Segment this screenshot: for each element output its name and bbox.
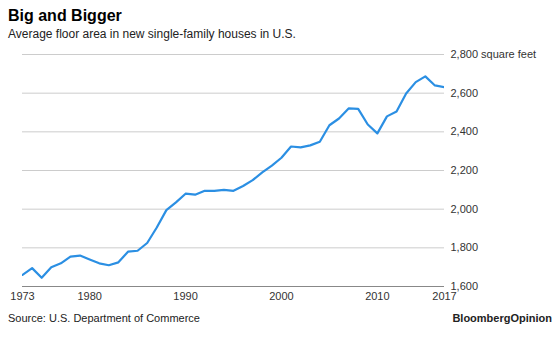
svg-text:1973: 1973 [10,290,34,302]
svg-text:2,600: 2,600 [451,87,479,99]
svg-text:2,000: 2,000 [451,203,479,215]
svg-text:2,400: 2,400 [451,125,479,137]
html-text:Big and Bigger: Big and Bigger [8,7,122,24]
html-text:Source: U.S. Department of Com: Source: U.S. Department of Commerce [8,312,200,324]
svg-text:1,800: 1,800 [451,241,479,253]
svg-text:2010: 2010 [365,290,389,302]
svg-text:1990: 1990 [173,290,197,302]
svg-text:1,600: 1,600 [450,280,478,292]
svg-text:2,200: 2,200 [451,164,479,176]
svg-text:2000: 2000 [269,290,293,302]
svg-text:2017: 2017 [432,290,456,302]
html-text:Average floor area in new sing: Average floor area in new single-family … [8,27,296,41]
svg-text:1980: 1980 [77,290,101,302]
html-text:BloombergOpinion: BloombergOpinion [452,312,552,324]
svg-text:2,800 square feet: 2,800 square feet [451,48,537,60]
